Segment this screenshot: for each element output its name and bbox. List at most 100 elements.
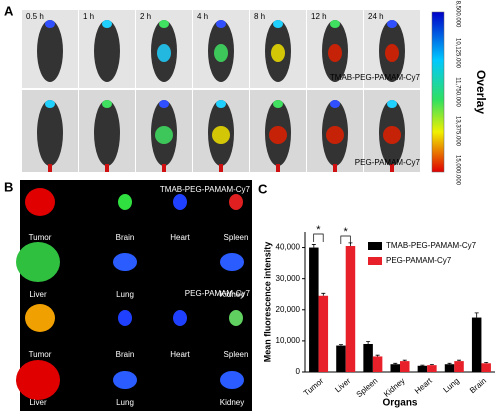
organ-label: Brain	[116, 350, 135, 359]
organ	[113, 371, 137, 389]
error-bar	[393, 362, 398, 365]
organ	[118, 194, 132, 210]
mouse	[94, 20, 120, 82]
ex-vivo-background	[20, 180, 252, 411]
organ	[113, 253, 137, 271]
organ-label: Kidney	[220, 398, 244, 407]
legend-swatch	[368, 257, 382, 265]
y-tick-label: 10,000	[276, 336, 301, 345]
tail-signal	[162, 164, 166, 172]
colorbar-tick-label: 8,500.000	[454, 1, 460, 28]
tail-signal	[219, 164, 223, 172]
legend-label: PEG-PAMAM-Cy7	[386, 256, 452, 265]
mouse-images: 0.5 h 1 h 2 h 4 h 8 h 12 h 24 h	[22, 10, 420, 172]
organ-label: Kidney	[220, 290, 244, 299]
signal	[273, 20, 283, 28]
x-axis-label: Organs	[382, 398, 417, 409]
bar	[444, 364, 455, 372]
signal	[383, 126, 401, 144]
time-label: 2 h	[140, 12, 151, 21]
tail-signal	[390, 164, 394, 172]
annotation: *	[316, 224, 321, 236]
bar	[318, 295, 329, 372]
tail-signal	[276, 164, 280, 172]
signal	[157, 44, 171, 62]
colorbar	[431, 11, 445, 173]
signal	[216, 20, 226, 28]
organ	[173, 310, 187, 326]
colorbar-tick-label: 13,375.000	[454, 116, 460, 147]
row-label: PEG-PAMAM-Cy7	[355, 158, 421, 167]
signal	[273, 100, 283, 108]
signal	[385, 44, 399, 62]
row-label: TMAB-PEG-PAMAM-Cy7	[330, 73, 421, 82]
annotation: *	[343, 226, 348, 238]
signal	[45, 100, 55, 108]
organ	[25, 188, 55, 216]
mouse	[37, 100, 63, 166]
error-bar	[484, 361, 489, 364]
colorbar-tick-label: 15,000.000	[454, 155, 460, 186]
signal	[159, 100, 169, 108]
bar	[336, 345, 346, 372]
organ-label: Heart	[170, 350, 190, 359]
group-label: PEG-PAMAM-Cy7	[185, 289, 251, 298]
organ	[229, 194, 243, 210]
y-tick-label: 0	[296, 367, 301, 376]
error-bar	[375, 354, 380, 357]
x-tick-label: Spleen	[355, 376, 380, 399]
error-bar	[311, 244, 316, 248]
group-label: TMAB-PEG-PAMAM-Cy7	[160, 185, 251, 194]
tail-signal	[105, 164, 109, 172]
signal	[45, 20, 55, 28]
organ-label: Spleen	[224, 350, 249, 359]
x-tick-label: Kidney	[382, 376, 407, 399]
signal	[269, 126, 287, 144]
colorbar-tick-label: 11,750.000	[454, 77, 460, 107]
signal	[387, 100, 397, 108]
mouse	[94, 100, 120, 166]
panel-label: C	[258, 181, 268, 196]
organ-label: Heart	[170, 233, 190, 242]
x-tick-label: Brain	[468, 376, 488, 395]
tail-signal	[333, 164, 337, 172]
bar	[481, 363, 491, 372]
bar	[400, 361, 410, 372]
legend-swatch	[368, 242, 382, 250]
bar	[372, 356, 383, 372]
organ-label: Lung	[116, 398, 134, 407]
signal	[102, 100, 112, 108]
legend-label: TMAB-PEG-PAMAM-Cy7	[386, 241, 477, 250]
y-tick-label: 30,000	[276, 274, 301, 283]
bar	[417, 365, 428, 372]
bracket	[340, 235, 351, 244]
error-bar	[457, 359, 462, 362]
organ	[229, 310, 243, 326]
y-axis-label: Mean fluorescence intensity	[262, 242, 272, 363]
tail-signal	[48, 164, 52, 172]
organ	[220, 253, 244, 271]
mouse	[37, 20, 63, 82]
organ	[25, 304, 55, 332]
x-tick-label: Heart	[413, 376, 434, 396]
time-label: 8 h	[254, 12, 265, 21]
signal	[216, 100, 226, 108]
time-label: 1 h	[83, 12, 94, 21]
organ-label: Brain	[116, 233, 135, 242]
x-tick-label: Liver	[333, 376, 352, 394]
colorbar-title: Overlay	[474, 70, 488, 114]
organ	[220, 371, 244, 389]
error-bar	[420, 364, 425, 366]
bar	[390, 364, 400, 372]
x-tick-label: Lung	[442, 376, 461, 394]
panel-label: B	[4, 179, 13, 194]
time-label: 4 h	[197, 12, 208, 21]
signal	[330, 100, 340, 108]
signal	[102, 20, 112, 28]
organ-label: Liver	[29, 398, 47, 407]
organ-label: Liver	[29, 290, 47, 299]
time-label: 0.5 h	[26, 12, 44, 21]
error-bar	[429, 364, 434, 366]
